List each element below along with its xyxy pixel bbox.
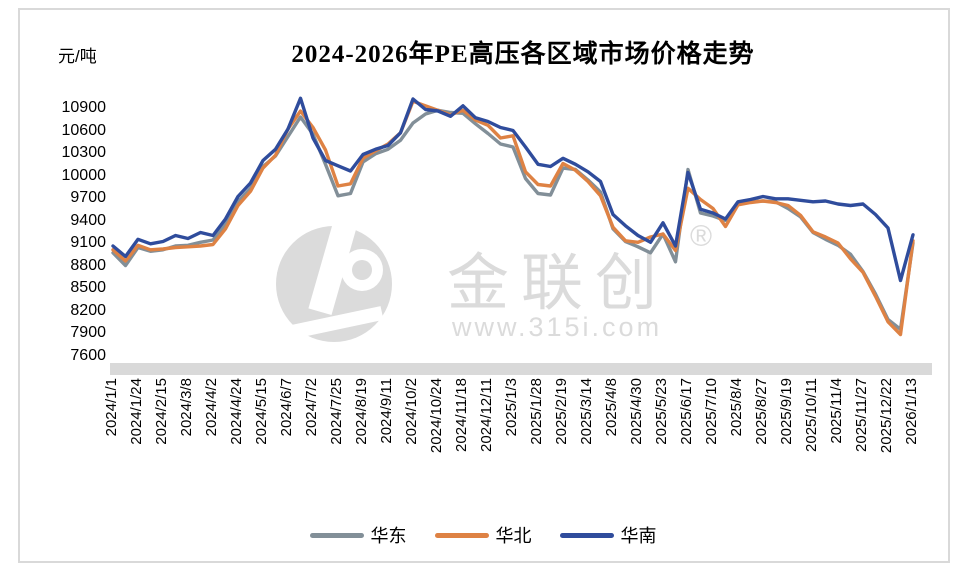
watermark-url-text: www.315i.com (452, 312, 663, 342)
y-tick-label: 7900 (70, 324, 106, 341)
y-tick-label: 8500 (70, 279, 106, 296)
y-tick-label: 10600 (61, 121, 107, 139)
watermark-registered-icon: ® (690, 220, 713, 253)
y-tick-label: 10300 (61, 144, 107, 161)
watermark-brand-text: 金联创 (447, 249, 670, 318)
legend-label: 华北 (495, 526, 532, 546)
legend-label: 华南 (620, 526, 657, 546)
legend-swatch-icon (559, 532, 614, 538)
chart-frame (18, 8, 950, 563)
series-line-华南 (111, 96, 915, 283)
y-tick-label: 8200 (70, 301, 106, 319)
series-line-华东 (111, 108, 915, 331)
legend-swatch-icon (309, 532, 364, 538)
y-tick-label: 7600 (70, 346, 106, 364)
legend-item-华北: 华北 (434, 522, 532, 548)
y-tick-label: 8800 (70, 256, 106, 274)
y-tick-label: 10000 (61, 166, 107, 184)
y-tick-label: 10900 (61, 99, 107, 116)
y-axis-unit-label: 元/吨 (58, 47, 97, 66)
y-tick-label: 9700 (70, 189, 106, 206)
x-axis-line (110, 363, 932, 375)
legend-label: 华东 (370, 526, 407, 546)
legend-item-华东: 华东 (309, 522, 407, 548)
y-tick-label: 9400 (70, 211, 106, 229)
watermark-logo-icon (276, 218, 392, 342)
legend-swatch-icon (434, 532, 489, 538)
series-line-华北 (111, 99, 915, 337)
legend: 华东 华北 华南 (18, 522, 948, 548)
y-tick-label: 9100 (70, 234, 106, 251)
legend-item-华南: 华南 (559, 522, 657, 548)
chart-title: 2024-2026年PE高压各区域市场价格走势 (291, 41, 755, 68)
